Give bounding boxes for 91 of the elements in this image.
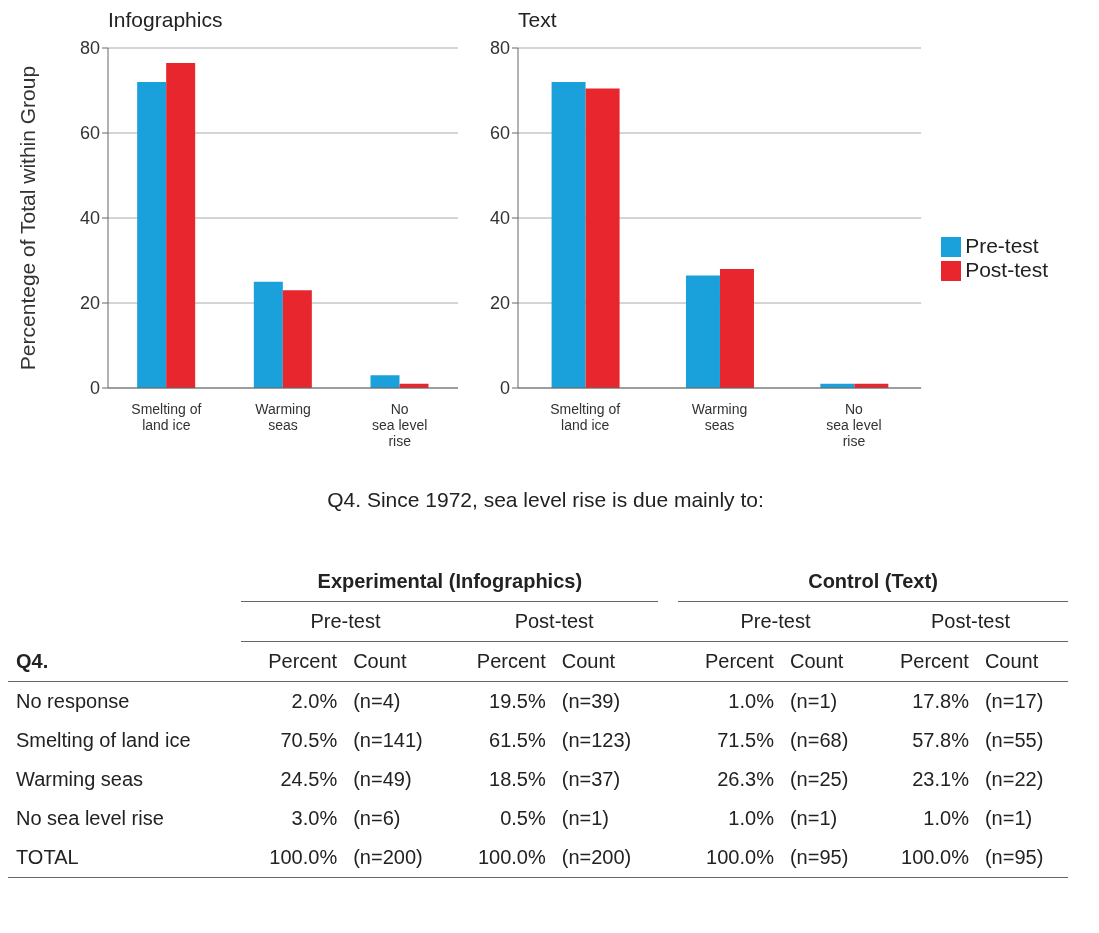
data-label: 61.5%: [488, 728, 547, 753]
data-label: (n=49): [352, 767, 413, 792]
data-label: 1.0%: [922, 806, 970, 831]
text: Pre-test: [677, 601, 873, 642]
text: Q4.: [8, 641, 242, 682]
data-label: 23.1%: [911, 767, 970, 792]
x-tick-label: No sea level rise: [372, 401, 428, 449]
x-tick-label: Smelting of land ice: [131, 401, 202, 433]
bar: [585, 88, 620, 388]
y-tick-label: 40: [79, 208, 100, 229]
text: Percent: [449, 641, 554, 682]
data-label: (n=95): [781, 838, 873, 878]
data-label: (n=25): [788, 767, 850, 792]
y-tick-label: 40: [489, 208, 510, 229]
chart-title: Text: [518, 8, 558, 33]
x-tick-label: Warming seas: [255, 401, 311, 433]
data-label: 2.0%: [290, 689, 339, 714]
text: Percent: [241, 641, 346, 682]
data-label: 1.0%: [727, 689, 775, 714]
data-label: 1.0%: [727, 806, 775, 831]
data-label: (n=6): [352, 806, 402, 831]
text: Experimental (Infographics): [241, 562, 659, 602]
data-label: (n=141): [352, 728, 424, 753]
data-label: (n=95): [976, 838, 1068, 878]
y-tick-label: 0: [499, 378, 510, 399]
y-tick-label: 80: [79, 38, 100, 59]
text: Percent: [872, 641, 977, 682]
data-label: 57.8%: [911, 728, 970, 753]
data-label: (n=200): [345, 838, 450, 878]
bar: [719, 269, 754, 388]
data-label: (n=1): [983, 806, 1034, 831]
text: Q4. Since 1972, sea level rise is due mainly to:: [326, 488, 765, 512]
y-tick-label: 80: [489, 38, 510, 59]
bar: [551, 82, 586, 388]
bar: [282, 290, 312, 388]
data-label: 26.3%: [716, 767, 775, 792]
bar: [685, 275, 720, 388]
data-label: (n=1): [560, 806, 610, 831]
y-axis-title: Percentege of Total within Group: [16, 65, 40, 371]
legend-label: Pre-test: [965, 234, 1039, 257]
data-label: 71.5%: [716, 728, 775, 753]
data-label: (n=17): [983, 689, 1045, 714]
category-label: Warming seas: [15, 767, 145, 792]
chart-title: Infographics: [108, 8, 224, 33]
data-label: (n=200): [553, 838, 659, 878]
category-label: No response: [15, 689, 131, 714]
text: Post-test: [449, 601, 659, 642]
data-label: 0.5%: [499, 806, 547, 831]
data-label: (n=123): [560, 728, 633, 753]
data-label: (n=1): [788, 806, 839, 831]
data-label: 19.5%: [488, 689, 547, 714]
data-label: 100.0%: [449, 838, 554, 878]
data-label: (n=68): [788, 728, 850, 753]
x-tick-label: Smelting of land ice: [550, 401, 621, 433]
category-label: Smelting of land ice: [15, 728, 192, 753]
data-label: (n=37): [560, 767, 622, 792]
text: Control (Text): [677, 562, 1068, 602]
category-label: TOTAL: [8, 838, 242, 878]
text: Post-test: [872, 601, 1068, 642]
y-tick-label: 20: [79, 293, 100, 314]
y-tick-label: 0: [89, 378, 100, 399]
data-label: 3.0%: [290, 806, 339, 831]
text: Percent: [677, 641, 782, 682]
x-tick-label: No sea level rise: [826, 401, 882, 449]
text: Count: [781, 641, 873, 682]
data-label: 100.0%: [872, 838, 977, 878]
legend-label: Post-test: [965, 258, 1048, 281]
bar: [137, 82, 167, 388]
x-tick-label: Warming seas: [691, 401, 748, 433]
bar: [166, 62, 196, 388]
data-label: 100.0%: [677, 838, 782, 878]
data-label: 24.5%: [279, 767, 339, 792]
y-tick-label: 60: [489, 123, 510, 144]
data-label: (n=55): [983, 728, 1045, 753]
data-label: 17.8%: [911, 689, 970, 714]
category-label: No sea level rise: [15, 806, 165, 831]
text: Count: [345, 641, 450, 682]
text: Pre-test: [241, 601, 450, 642]
data-label: 100.0%: [241, 838, 346, 878]
y-tick-label: 60: [79, 123, 100, 144]
bar: [370, 375, 400, 388]
data-label: (n=1): [788, 689, 839, 714]
data-label: 70.5%: [279, 728, 339, 753]
text: Count: [553, 641, 659, 682]
data-label: (n=39): [560, 689, 622, 714]
data-label: 18.5%: [488, 767, 547, 792]
text: Count: [976, 641, 1068, 682]
data-label: (n=4): [352, 689, 402, 714]
bar: [253, 281, 283, 388]
data-label: (n=22): [983, 767, 1045, 792]
y-tick-label: 20: [489, 293, 510, 314]
